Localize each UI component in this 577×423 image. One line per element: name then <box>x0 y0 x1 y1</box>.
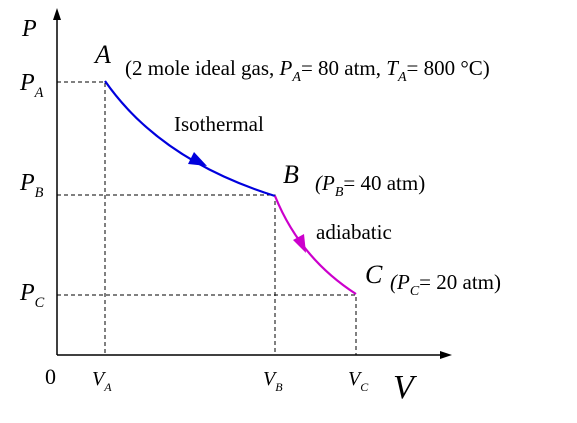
note-text: P <box>396 270 410 294</box>
x-mark-label-main: V <box>348 368 363 390</box>
y-mark-label-sub: C <box>35 295 45 311</box>
point-label: C <box>365 260 383 289</box>
y-axis-arrow <box>53 8 61 20</box>
guide-a <box>57 81 106 355</box>
y-mark-label-sub: A <box>34 85 44 101</box>
x-mark-label-sub: C <box>360 380 369 394</box>
note-text: (2 mole ideal gas, <box>125 56 280 80</box>
note-subscript: C <box>410 284 420 299</box>
y-axis-label: P <box>21 16 37 42</box>
y-mark-label-main: P <box>19 70 35 96</box>
x-mark-label: VB <box>263 368 283 394</box>
note-text: ( <box>315 171 324 195</box>
origin-label: 0 <box>45 364 56 389</box>
x-mark-label-main: V <box>263 368 278 390</box>
note-text: = 800 °C) <box>407 56 490 80</box>
note-text: = 80 atm, <box>301 56 386 80</box>
note-subscript: B <box>335 185 344 200</box>
point-note: (PB= 40 atm) <box>315 171 425 200</box>
x-mark-label-sub: B <box>275 380 283 394</box>
y-mark-label-main: P <box>19 170 35 196</box>
point-label: B <box>283 160 299 189</box>
process-label: adiabatic <box>316 220 392 244</box>
isothermal-curve <box>104 80 276 198</box>
x-mark-label-main: V <box>92 368 107 390</box>
guide-b <box>57 194 276 355</box>
adiabatic-curve <box>273 195 357 295</box>
x-axis-arrow <box>440 351 452 359</box>
x-mark-label-sub: A <box>103 380 112 394</box>
x-mark-label: VC <box>348 368 369 394</box>
x-axis-label: V <box>393 369 418 406</box>
point-label: A <box>93 40 111 69</box>
note-text: ( <box>390 270 399 294</box>
note-text: = 20 atm) <box>419 270 501 294</box>
y-mark-label-main: P <box>19 280 35 306</box>
process-label: Isothermal <box>174 112 264 136</box>
y-mark-label: PA <box>19 70 44 101</box>
isothermal-arrow <box>188 152 207 166</box>
note-text: P <box>321 171 335 195</box>
y-mark-label: PC <box>19 280 45 311</box>
note-text: = 40 atm) <box>343 171 425 195</box>
point-note: (PC= 20 atm) <box>390 270 501 299</box>
note-subscript: A <box>397 70 407 85</box>
note-text: T <box>386 56 399 80</box>
y-mark-label: PB <box>19 170 44 201</box>
guide-c <box>57 294 357 355</box>
y-mark-label-sub: B <box>35 185 44 201</box>
note-text: P <box>279 56 293 80</box>
adiabatic-arrow <box>293 234 306 253</box>
note-subscript: A <box>291 70 301 85</box>
point-note: (2 mole ideal gas, PA= 80 atm, TA= 800 °… <box>125 56 490 85</box>
x-mark-label: VA <box>92 368 112 394</box>
